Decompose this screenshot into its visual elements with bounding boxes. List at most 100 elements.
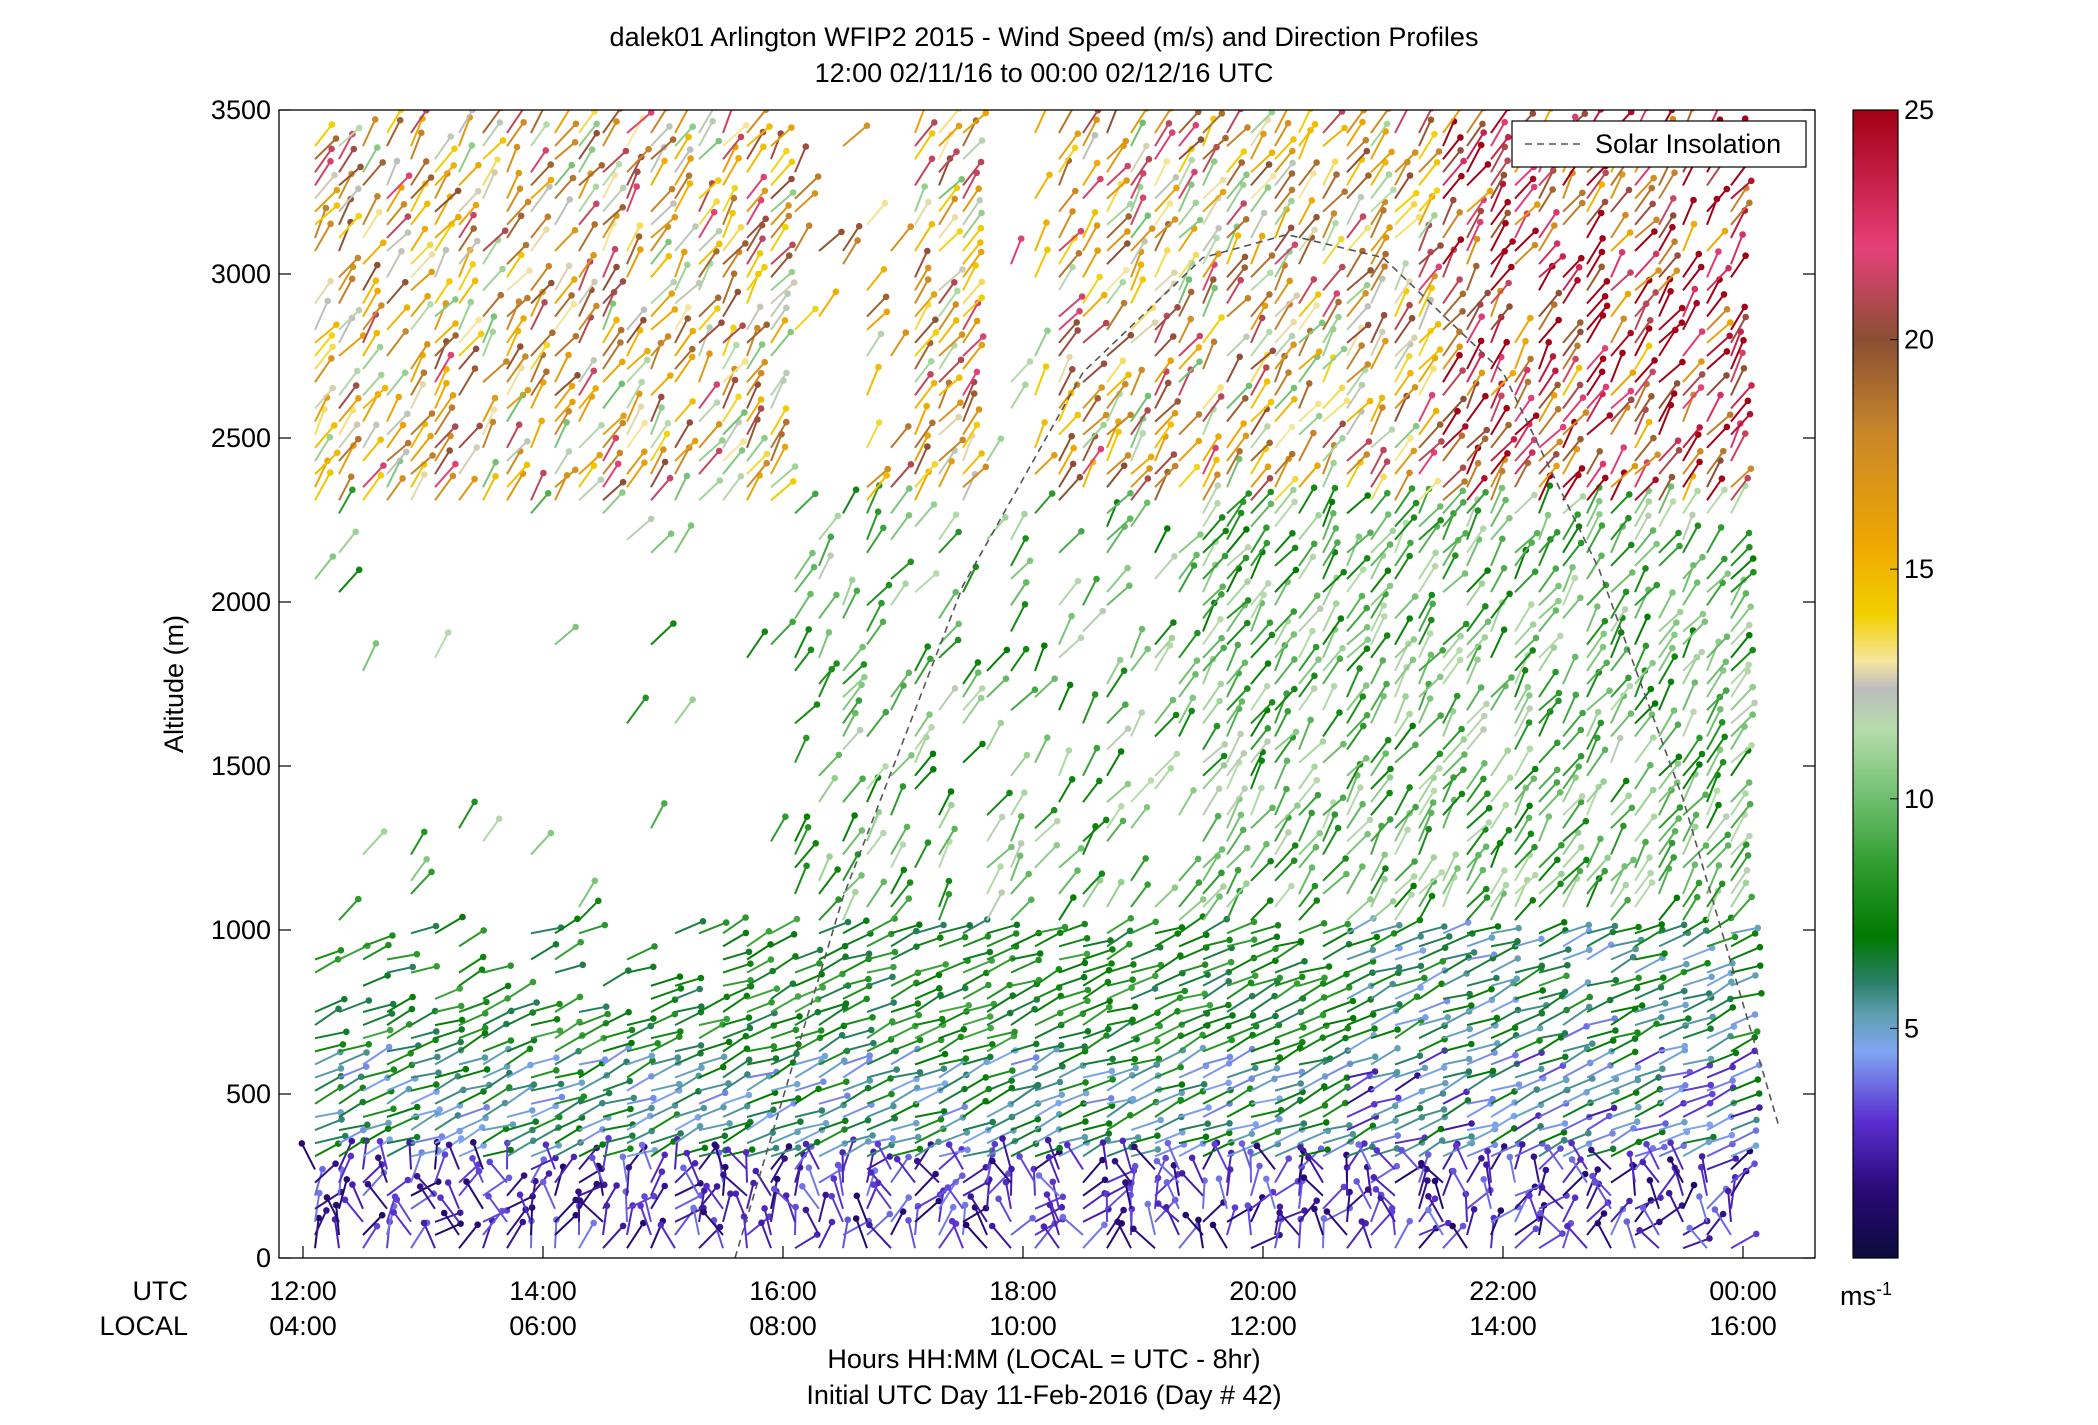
- wind-barb: [698, 1040, 730, 1053]
- wind-barb-head: [574, 372, 581, 379]
- wind-barb-head: [677, 1028, 684, 1035]
- wind-barb-head: [569, 398, 576, 406]
- wind-barb-head: [955, 122, 963, 130]
- wind-barb: [362, 264, 379, 291]
- wind-barb-head: [658, 393, 665, 401]
- wind-barb-head: [597, 476, 605, 484]
- wind-barb-head: [1431, 130, 1438, 138]
- wind-barb-head: [1105, 1025, 1112, 1033]
- wind-barb-head: [1409, 722, 1416, 730]
- wind-barb-head: [1358, 381, 1366, 389]
- wind-barb-head: [339, 1041, 347, 1048]
- wind-barb-head: [574, 915, 581, 923]
- wind-barb: [650, 374, 672, 397]
- wind-barb: [362, 934, 393, 948]
- wind-barb-head: [1200, 1081, 1208, 1088]
- wind-barb-head: [423, 110, 430, 114]
- wind-barb-head: [1335, 313, 1342, 321]
- wind-barb-head: [1288, 170, 1296, 177]
- wind-barb: [907, 1220, 916, 1249]
- wind-barb-head: [354, 367, 361, 375]
- wind-barb: [914, 1193, 941, 1210]
- wind-barb: [890, 1147, 921, 1158]
- wind-barb-head: [789, 189, 797, 196]
- wind-barb-head: [1248, 1130, 1256, 1138]
- wind-barb: [482, 1149, 511, 1158]
- wind-barb: [410, 1010, 436, 1026]
- wind-barb: [416, 1175, 436, 1197]
- wind-barb-head: [626, 1077, 633, 1085]
- wind-barb: [410, 203, 429, 226]
- wind-barb-head: [1214, 500, 1221, 507]
- wind-barb-head: [374, 261, 381, 269]
- wind-barb-head: [538, 417, 545, 425]
- wind-barb-head: [957, 356, 965, 364]
- wind-barb: [338, 944, 368, 961]
- wind-barb-head: [770, 1043, 778, 1050]
- wind-barb-head: [802, 1206, 810, 1214]
- wind-barb-head: [376, 343, 384, 351]
- wind-barb-head: [1288, 197, 1295, 205]
- wind-barb-head: [398, 248, 405, 255]
- wind-barb-head: [1427, 651, 1435, 659]
- wind-barb: [770, 254, 791, 278]
- wind-barb-head: [975, 185, 982, 192]
- wind-barb-head: [452, 460, 459, 468]
- wind-barb-head: [342, 1132, 349, 1140]
- wind-barb-head: [1389, 898, 1397, 905]
- wind-barb-head: [805, 222, 813, 229]
- wind-barb-head: [553, 1067, 560, 1074]
- wind-barb-head: [1114, 1218, 1121, 1226]
- wind-barb-head: [637, 1202, 644, 1210]
- wind-barb-head: [1187, 315, 1194, 323]
- wind-barb-head: [374, 287, 381, 295]
- wind-barb-head: [475, 161, 482, 169]
- wind-barb-head: [1406, 301, 1413, 309]
- wind-barb-head: [601, 921, 609, 929]
- wind-barb: [890, 869, 905, 895]
- wind-barb-head: [821, 1052, 829, 1060]
- wind-barb-head: [1363, 281, 1371, 289]
- wind-barb-head: [676, 1033, 683, 1040]
- wind-barb: [506, 464, 528, 488]
- wind-barb-head: [1394, 1132, 1401, 1139]
- wind-barb-head: [1218, 846, 1226, 853]
- wind-barb-head: [942, 961, 949, 968]
- wind-barb-head: [752, 1167, 760, 1175]
- wind-barb: [842, 778, 864, 803]
- wind-barb-head: [1210, 158, 1218, 165]
- wind-barb-head: [1258, 784, 1265, 792]
- wind-barb-head: [434, 1053, 441, 1061]
- wind-barb: [818, 955, 847, 974]
- wind-barb: [770, 1061, 794, 1079]
- wind-barb: [722, 475, 742, 501]
- wind-barb-head: [1174, 304, 1181, 311]
- wind-barb: [602, 383, 623, 410]
- wind-barb-head: [352, 382, 360, 389]
- wind-barb: [698, 1023, 724, 1040]
- wind-barb-head: [399, 421, 407, 429]
- wind-barb-head: [349, 1181, 356, 1188]
- wind-barb: [314, 958, 339, 974]
- wind-barb-head: [786, 252, 793, 259]
- wind-barb: [770, 995, 799, 1013]
- wind-barb-head: [1144, 881, 1151, 888]
- wind-barb: [650, 975, 681, 987]
- wind-barb: [482, 360, 508, 383]
- wind-barb-head: [818, 1107, 826, 1114]
- wind-barb-head: [1284, 119, 1292, 127]
- wind-barb: [746, 146, 765, 173]
- wind-barb-head: [1026, 557, 1034, 565]
- wind-barb-head: [1289, 530, 1296, 537]
- wind-barb: [914, 1200, 940, 1223]
- wind-barb: [746, 252, 761, 278]
- wind-barb: [410, 343, 429, 370]
- wind-barb-head: [598, 162, 606, 169]
- wind-barb-head: [690, 1204, 697, 1212]
- wind-barb-head: [743, 1102, 751, 1110]
- wind-barb: [866, 1068, 897, 1079]
- wind-barb: [314, 555, 334, 580]
- wind-barb-head: [867, 1169, 875, 1176]
- wind-barb-head: [719, 1063, 727, 1071]
- wind-barb-head: [1267, 398, 1275, 406]
